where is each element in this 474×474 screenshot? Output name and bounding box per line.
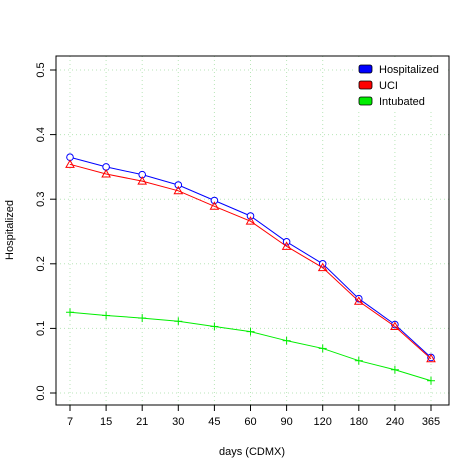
x-tick-label: 15 [100, 416, 112, 428]
point-uci [245, 216, 256, 225]
point-intubated [102, 311, 111, 320]
x-tick-label: 7 [67, 416, 73, 428]
legend-swatch-hospitalized [358, 64, 373, 74]
axes: 7 15 21 30 45 60 90 120 180 240 365 0.0 0.1 0.2 0.3 0.4… [35, 62, 440, 428]
point-intubated [318, 344, 327, 353]
point-uci [65, 159, 75, 168]
legend: Hospitalized UCI Intubated [355, 60, 447, 112]
point-hospitalized [246, 212, 255, 220]
series-line-hospitalized [69, 156, 432, 358]
point-intubated [282, 336, 291, 345]
grid-lines [56, 56, 449, 405]
y-axis-title: Hospitalized [4, 200, 16, 260]
legend-label-hospitalized: Hospitalized [379, 64, 439, 76]
y-tick-label: 0.4 [35, 127, 47, 142]
point-intubated [354, 356, 363, 365]
point-uci [137, 176, 148, 185]
point-uci [281, 241, 292, 250]
point-uci [173, 185, 184, 195]
x-tick-label: 180 [350, 416, 368, 428]
series-line-intubated [69, 311, 432, 382]
x-tick-label: 21 [136, 416, 148, 428]
legend-swatch-intubated [358, 96, 373, 106]
point-intubated [174, 317, 183, 326]
point-uci [390, 321, 400, 330]
y-tick-label: 0.0 [35, 385, 47, 400]
plot-frame [55, 55, 450, 406]
point-intubated [246, 327, 255, 336]
point-intubated [66, 308, 74, 317]
x-tick-label: 60 [244, 416, 256, 428]
x-tick-label: 240 [386, 416, 404, 428]
series-layer [65, 153, 436, 385]
x-tick-label: 90 [280, 416, 292, 428]
point-intubated [210, 322, 219, 331]
x-tick-label: 120 [314, 416, 332, 428]
point-uci [353, 296, 364, 305]
point-intubated [138, 314, 147, 323]
y-tick-label: 0.3 [35, 192, 47, 207]
point-intubated [390, 365, 399, 374]
point-uci [317, 262, 328, 272]
x-axis-title: days (CDMX) [219, 446, 285, 458]
legend-swatch-uci [358, 80, 373, 90]
legend-label-uci: UCI [379, 80, 398, 92]
legend-label-intubated: Intubated [379, 96, 425, 108]
point-hospitalized [210, 196, 219, 205]
y-tick-label: 0.2 [35, 256, 47, 271]
y-tick-label: 0.5 [35, 62, 47, 77]
x-tick-label: 365 [422, 416, 440, 428]
point-uci [101, 168, 111, 178]
point-hospitalized [174, 181, 183, 189]
point-intubated [427, 376, 435, 385]
point-uci [209, 201, 220, 210]
series-line-uci [69, 163, 432, 360]
x-tick-label: 45 [208, 416, 220, 428]
point-uci [426, 353, 436, 363]
x-tick-label: 30 [172, 416, 184, 428]
y-tick-label: 0.1 [35, 321, 47, 336]
